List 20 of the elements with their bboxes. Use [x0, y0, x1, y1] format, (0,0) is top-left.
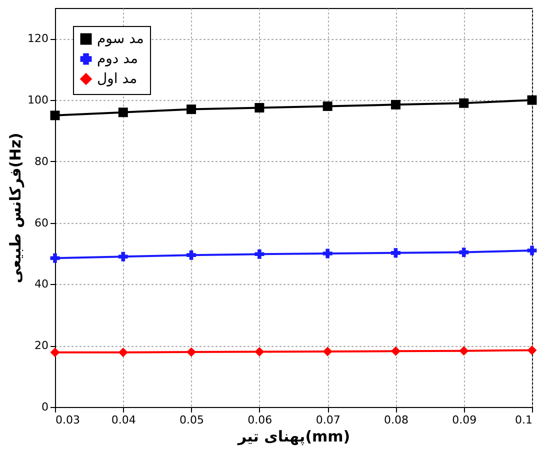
x-tick-label: 0.09 — [452, 414, 477, 426]
x-axis-title: پهنای تیر(mm) — [236, 428, 350, 446]
x-tick-label: 0.07 — [316, 414, 340, 426]
y-tick-label: 80 — [34, 154, 48, 168]
y-axis-title: فرکانس طبیعی(Hz) — [6, 132, 25, 284]
legend-label: مد دوم — [97, 51, 138, 67]
y-tick-label: 0 — [42, 400, 48, 414]
y-tick-label: 60 — [34, 216, 48, 230]
x-tick-label: 0.04 — [111, 414, 136, 426]
x-tick-label: 0.1 — [515, 414, 532, 426]
x-tick-label: 0.06 — [248, 414, 272, 426]
x-tick-label: 0.08 — [384, 414, 408, 426]
x-tick-label: 0.05 — [180, 414, 204, 426]
y-tick-label: 20 — [34, 339, 48, 352]
y-tick-label: 100 — [28, 94, 48, 107]
y-tick-label: 120 — [28, 32, 48, 46]
legend-label: مد سوم — [97, 31, 144, 47]
legend-label: مد اول — [97, 71, 138, 87]
x-tick-label: 0.03 — [56, 414, 80, 426]
y-tick-label: 40 — [34, 278, 48, 291]
